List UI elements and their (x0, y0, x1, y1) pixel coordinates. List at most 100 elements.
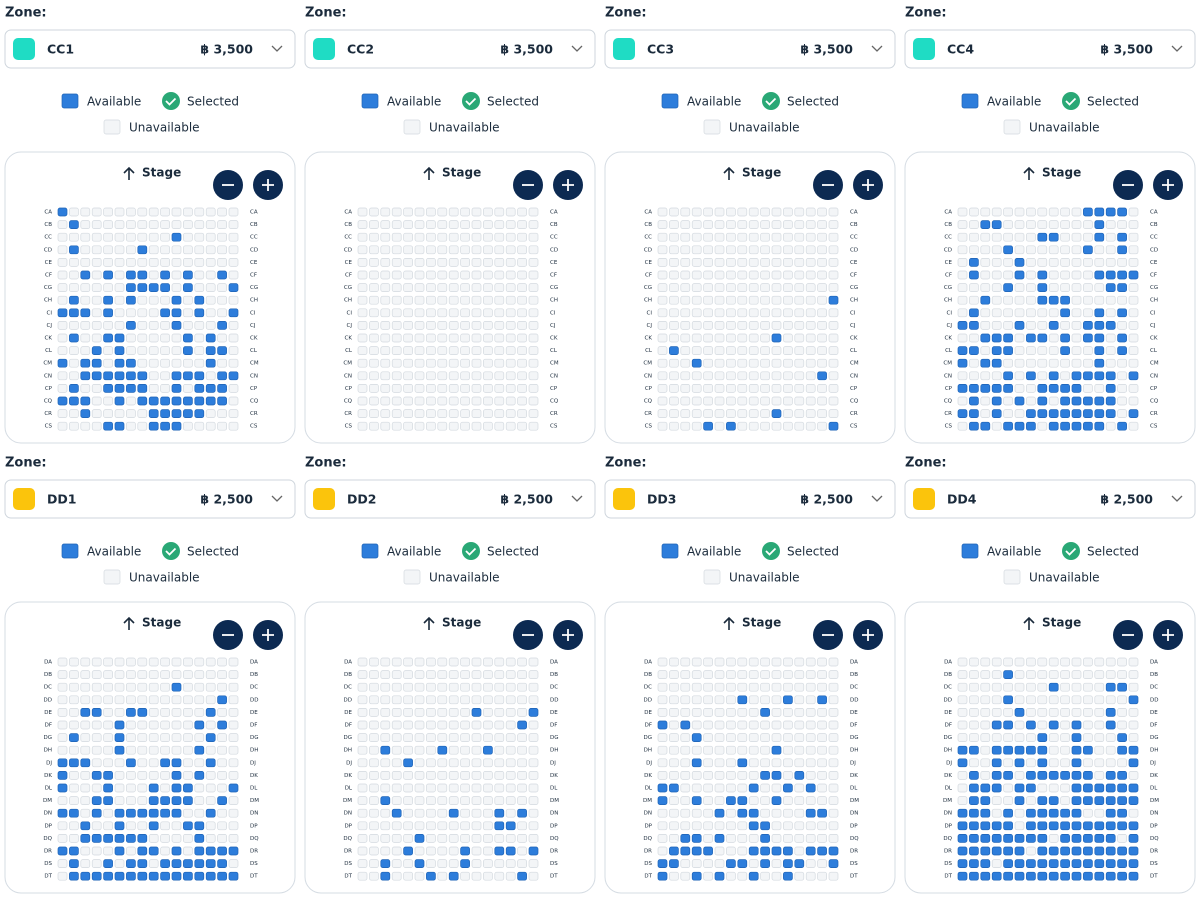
zoom-in[interactable] (553, 620, 583, 650)
seat-unavailable (414, 783, 425, 793)
seat-available (1048, 295, 1059, 305)
seat-available (148, 396, 159, 406)
seat-unavailable (437, 258, 448, 267)
seat-unavailable (805, 720, 816, 730)
row-label: DR (550, 849, 558, 855)
seat-unavailable (369, 207, 379, 217)
seat-available (205, 846, 216, 856)
seat-unavailable (703, 371, 713, 381)
seat-unavailable (205, 834, 216, 843)
seat-unavailable (1003, 708, 1013, 717)
seat-unavailable (528, 333, 539, 343)
zone-swatch (313, 38, 335, 60)
seat-available (1037, 232, 1048, 242)
zoom-out[interactable] (213, 170, 243, 200)
seat-available (1037, 796, 1048, 805)
seat-unavailable (1048, 695, 1059, 705)
seat-unavailable (805, 871, 816, 881)
seat-unavailable (703, 771, 713, 780)
seat-unavailable (794, 733, 805, 742)
seat-available (783, 871, 793, 881)
seat-available (1048, 846, 1059, 856)
zoom-out[interactable] (513, 170, 543, 200)
row-label: CI (647, 310, 653, 316)
zoom-in[interactable] (553, 170, 583, 200)
seat-available (1003, 670, 1013, 679)
seat-unavailable (426, 371, 436, 381)
seat-unavailable (828, 333, 839, 343)
seat-unavailable (1037, 682, 1048, 692)
seat-unavailable (1094, 745, 1105, 755)
seat-available (737, 859, 748, 868)
seat-available (114, 846, 125, 856)
seat-unavailable (691, 258, 702, 267)
seat-unavailable (471, 808, 482, 818)
zone-dropdown[interactable]: DD2 ฿ 2,500 (304, 479, 596, 519)
seat-unavailable (483, 821, 493, 831)
seat-unavailable (483, 321, 493, 330)
zoom-in[interactable] (253, 620, 283, 650)
zoom-out[interactable] (1113, 170, 1143, 200)
seat-available (1071, 371, 1082, 381)
seat-unavailable (494, 720, 505, 730)
zone-dropdown[interactable]: CC1 ฿ 3,500 (4, 29, 296, 69)
seat-unavailable (737, 409, 748, 418)
zone-dropdown[interactable]: CC2 ฿ 3,500 (304, 29, 596, 69)
row-label: CG (944, 285, 952, 291)
seat-unavailable (805, 207, 816, 217)
seat-available (448, 808, 459, 818)
row-label: DP (850, 823, 858, 829)
seat-unavailable (991, 796, 1002, 805)
legend-available: Available (387, 95, 441, 109)
zone-dropdown[interactable]: CC4 ฿ 3,500 (904, 29, 1196, 69)
zoom-out[interactable] (513, 620, 543, 650)
seat-unavailable (483, 220, 493, 229)
seat-unavailable (680, 783, 691, 793)
seat-unavailable (414, 295, 425, 305)
seat-unavailable (957, 657, 968, 667)
seat-unavailable (80, 771, 91, 780)
row-label: CM (943, 361, 952, 367)
seat-unavailable (1026, 670, 1036, 679)
zoom-out[interactable] (1113, 620, 1143, 650)
zoom-in[interactable] (253, 170, 283, 200)
seat-unavailable (957, 333, 968, 343)
seat-unavailable (680, 695, 691, 705)
selected-icon (462, 92, 480, 110)
seat-unavailable (103, 207, 113, 217)
seat-unavailable (783, 733, 793, 742)
seat-available (1003, 346, 1013, 355)
seat-unavailable (528, 733, 539, 742)
row-label: DD (344, 697, 352, 703)
seat-unavailable (1071, 358, 1082, 368)
seat-unavailable (669, 808, 679, 818)
seat-unavailable (1083, 258, 1093, 267)
zoom-out[interactable] (813, 620, 843, 650)
zone-dropdown[interactable]: CC3 ฿ 3,500 (604, 29, 896, 69)
seat-unavailable (183, 232, 193, 242)
seat-available (1060, 295, 1070, 305)
seat-unavailable (505, 695, 516, 705)
zoom-out[interactable] (213, 620, 243, 650)
row-label: CB (250, 222, 258, 228)
seat-unavailable (426, 745, 436, 755)
seat-available (980, 871, 991, 881)
seat-unavailable (726, 783, 736, 793)
zone-dropdown[interactable]: DD4 ฿ 2,500 (904, 479, 1196, 519)
seat-unavailable (957, 220, 968, 229)
seat-unavailable (517, 346, 527, 355)
seat-unavailable (448, 232, 459, 242)
seat-unavailable (357, 657, 368, 667)
zoom-in[interactable] (853, 170, 883, 200)
zoom-out[interactable] (813, 170, 843, 200)
row-label: DS (44, 861, 52, 867)
zone-dropdown[interactable]: DD1 ฿ 2,500 (4, 479, 296, 519)
seat-unavailable (114, 695, 125, 705)
zoom-in[interactable] (1153, 170, 1183, 200)
zoom-in[interactable] (853, 620, 883, 650)
zone-dropdown[interactable]: DD3 ฿ 2,500 (604, 479, 896, 519)
row-label: CC (550, 235, 558, 241)
seat-available (737, 758, 748, 768)
seat-unavailable (483, 384, 493, 393)
zoom-in[interactable] (1153, 620, 1183, 650)
